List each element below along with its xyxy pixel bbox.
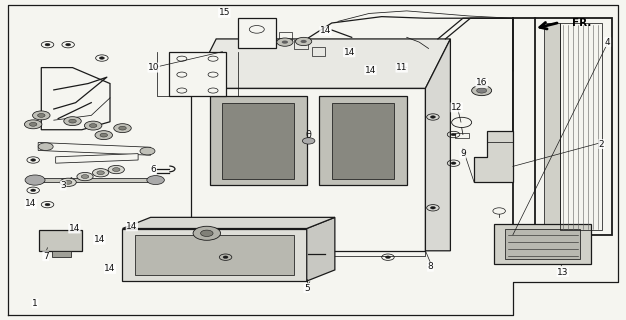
Text: 16: 16 <box>476 78 488 87</box>
Circle shape <box>85 121 102 130</box>
Bar <box>312 47 326 56</box>
Circle shape <box>223 256 228 259</box>
Text: 11: 11 <box>396 63 408 72</box>
Text: 2: 2 <box>598 140 604 148</box>
Polygon shape <box>238 18 275 49</box>
Polygon shape <box>426 39 451 251</box>
Circle shape <box>277 38 293 46</box>
Circle shape <box>60 178 76 187</box>
Circle shape <box>100 57 105 59</box>
Polygon shape <box>222 103 294 179</box>
Circle shape <box>431 206 436 209</box>
Polygon shape <box>29 178 160 182</box>
Text: 14: 14 <box>69 224 80 233</box>
Text: 14: 14 <box>365 66 376 75</box>
Polygon shape <box>170 52 225 96</box>
Bar <box>279 32 292 41</box>
Circle shape <box>93 169 109 177</box>
Circle shape <box>200 230 213 236</box>
Text: 9: 9 <box>460 149 466 158</box>
Polygon shape <box>494 224 591 264</box>
Polygon shape <box>123 228 307 281</box>
Text: 14: 14 <box>344 48 355 57</box>
Circle shape <box>81 175 89 179</box>
Polygon shape <box>191 39 451 88</box>
Polygon shape <box>39 230 82 251</box>
Circle shape <box>64 180 72 184</box>
Circle shape <box>31 189 36 192</box>
Text: 14: 14 <box>320 27 331 36</box>
Text: 12: 12 <box>451 103 463 112</box>
Circle shape <box>431 116 436 118</box>
Circle shape <box>302 138 315 144</box>
Circle shape <box>45 203 50 206</box>
Text: 4: 4 <box>605 38 610 47</box>
Circle shape <box>33 111 50 120</box>
Circle shape <box>31 159 36 161</box>
Circle shape <box>77 172 93 181</box>
Circle shape <box>300 40 307 43</box>
Circle shape <box>476 88 486 93</box>
Text: 8: 8 <box>428 262 433 271</box>
Polygon shape <box>544 23 560 230</box>
Text: 5: 5 <box>304 284 310 292</box>
Circle shape <box>69 119 76 123</box>
Circle shape <box>38 114 45 117</box>
Polygon shape <box>535 18 612 235</box>
Circle shape <box>25 175 45 185</box>
Circle shape <box>64 117 81 125</box>
Circle shape <box>66 44 71 46</box>
Circle shape <box>282 41 288 44</box>
Circle shape <box>108 165 125 174</box>
Circle shape <box>119 126 126 130</box>
Polygon shape <box>505 228 580 259</box>
Circle shape <box>451 133 456 136</box>
Circle shape <box>193 226 220 240</box>
Text: θ: θ <box>305 130 311 140</box>
Circle shape <box>147 176 165 185</box>
Polygon shape <box>191 88 426 251</box>
Circle shape <box>140 147 155 155</box>
Polygon shape <box>474 131 513 182</box>
Text: 3: 3 <box>60 181 66 190</box>
Text: 7: 7 <box>43 252 49 261</box>
Polygon shape <box>135 235 294 275</box>
Text: FR.: FR. <box>572 18 592 28</box>
Bar <box>294 40 308 50</box>
Circle shape <box>95 131 113 140</box>
Text: 14: 14 <box>94 235 105 244</box>
Polygon shape <box>307 217 335 281</box>
Circle shape <box>113 168 120 172</box>
Text: 1: 1 <box>32 299 38 308</box>
Circle shape <box>29 123 37 126</box>
Circle shape <box>114 124 131 132</box>
Circle shape <box>451 162 456 164</box>
Circle shape <box>471 85 491 96</box>
Circle shape <box>386 256 391 259</box>
Polygon shape <box>41 68 110 130</box>
Text: 13: 13 <box>557 268 568 277</box>
Bar <box>560 23 602 230</box>
Polygon shape <box>38 142 151 155</box>
Circle shape <box>295 37 312 46</box>
Text: 15: 15 <box>218 8 230 17</box>
Circle shape <box>90 124 97 127</box>
Polygon shape <box>319 96 407 186</box>
Text: 14: 14 <box>126 222 138 231</box>
Circle shape <box>97 171 105 175</box>
Text: 6: 6 <box>151 165 156 174</box>
Polygon shape <box>56 154 138 163</box>
Bar <box>455 132 469 138</box>
Polygon shape <box>210 96 307 186</box>
Circle shape <box>24 120 42 129</box>
Circle shape <box>100 133 108 137</box>
Circle shape <box>45 44 50 46</box>
Polygon shape <box>332 103 394 179</box>
Polygon shape <box>52 251 71 257</box>
Polygon shape <box>123 217 335 228</box>
Circle shape <box>38 143 53 150</box>
Text: 14: 14 <box>25 199 36 208</box>
Text: 10: 10 <box>148 63 160 72</box>
Text: 14: 14 <box>105 264 116 274</box>
